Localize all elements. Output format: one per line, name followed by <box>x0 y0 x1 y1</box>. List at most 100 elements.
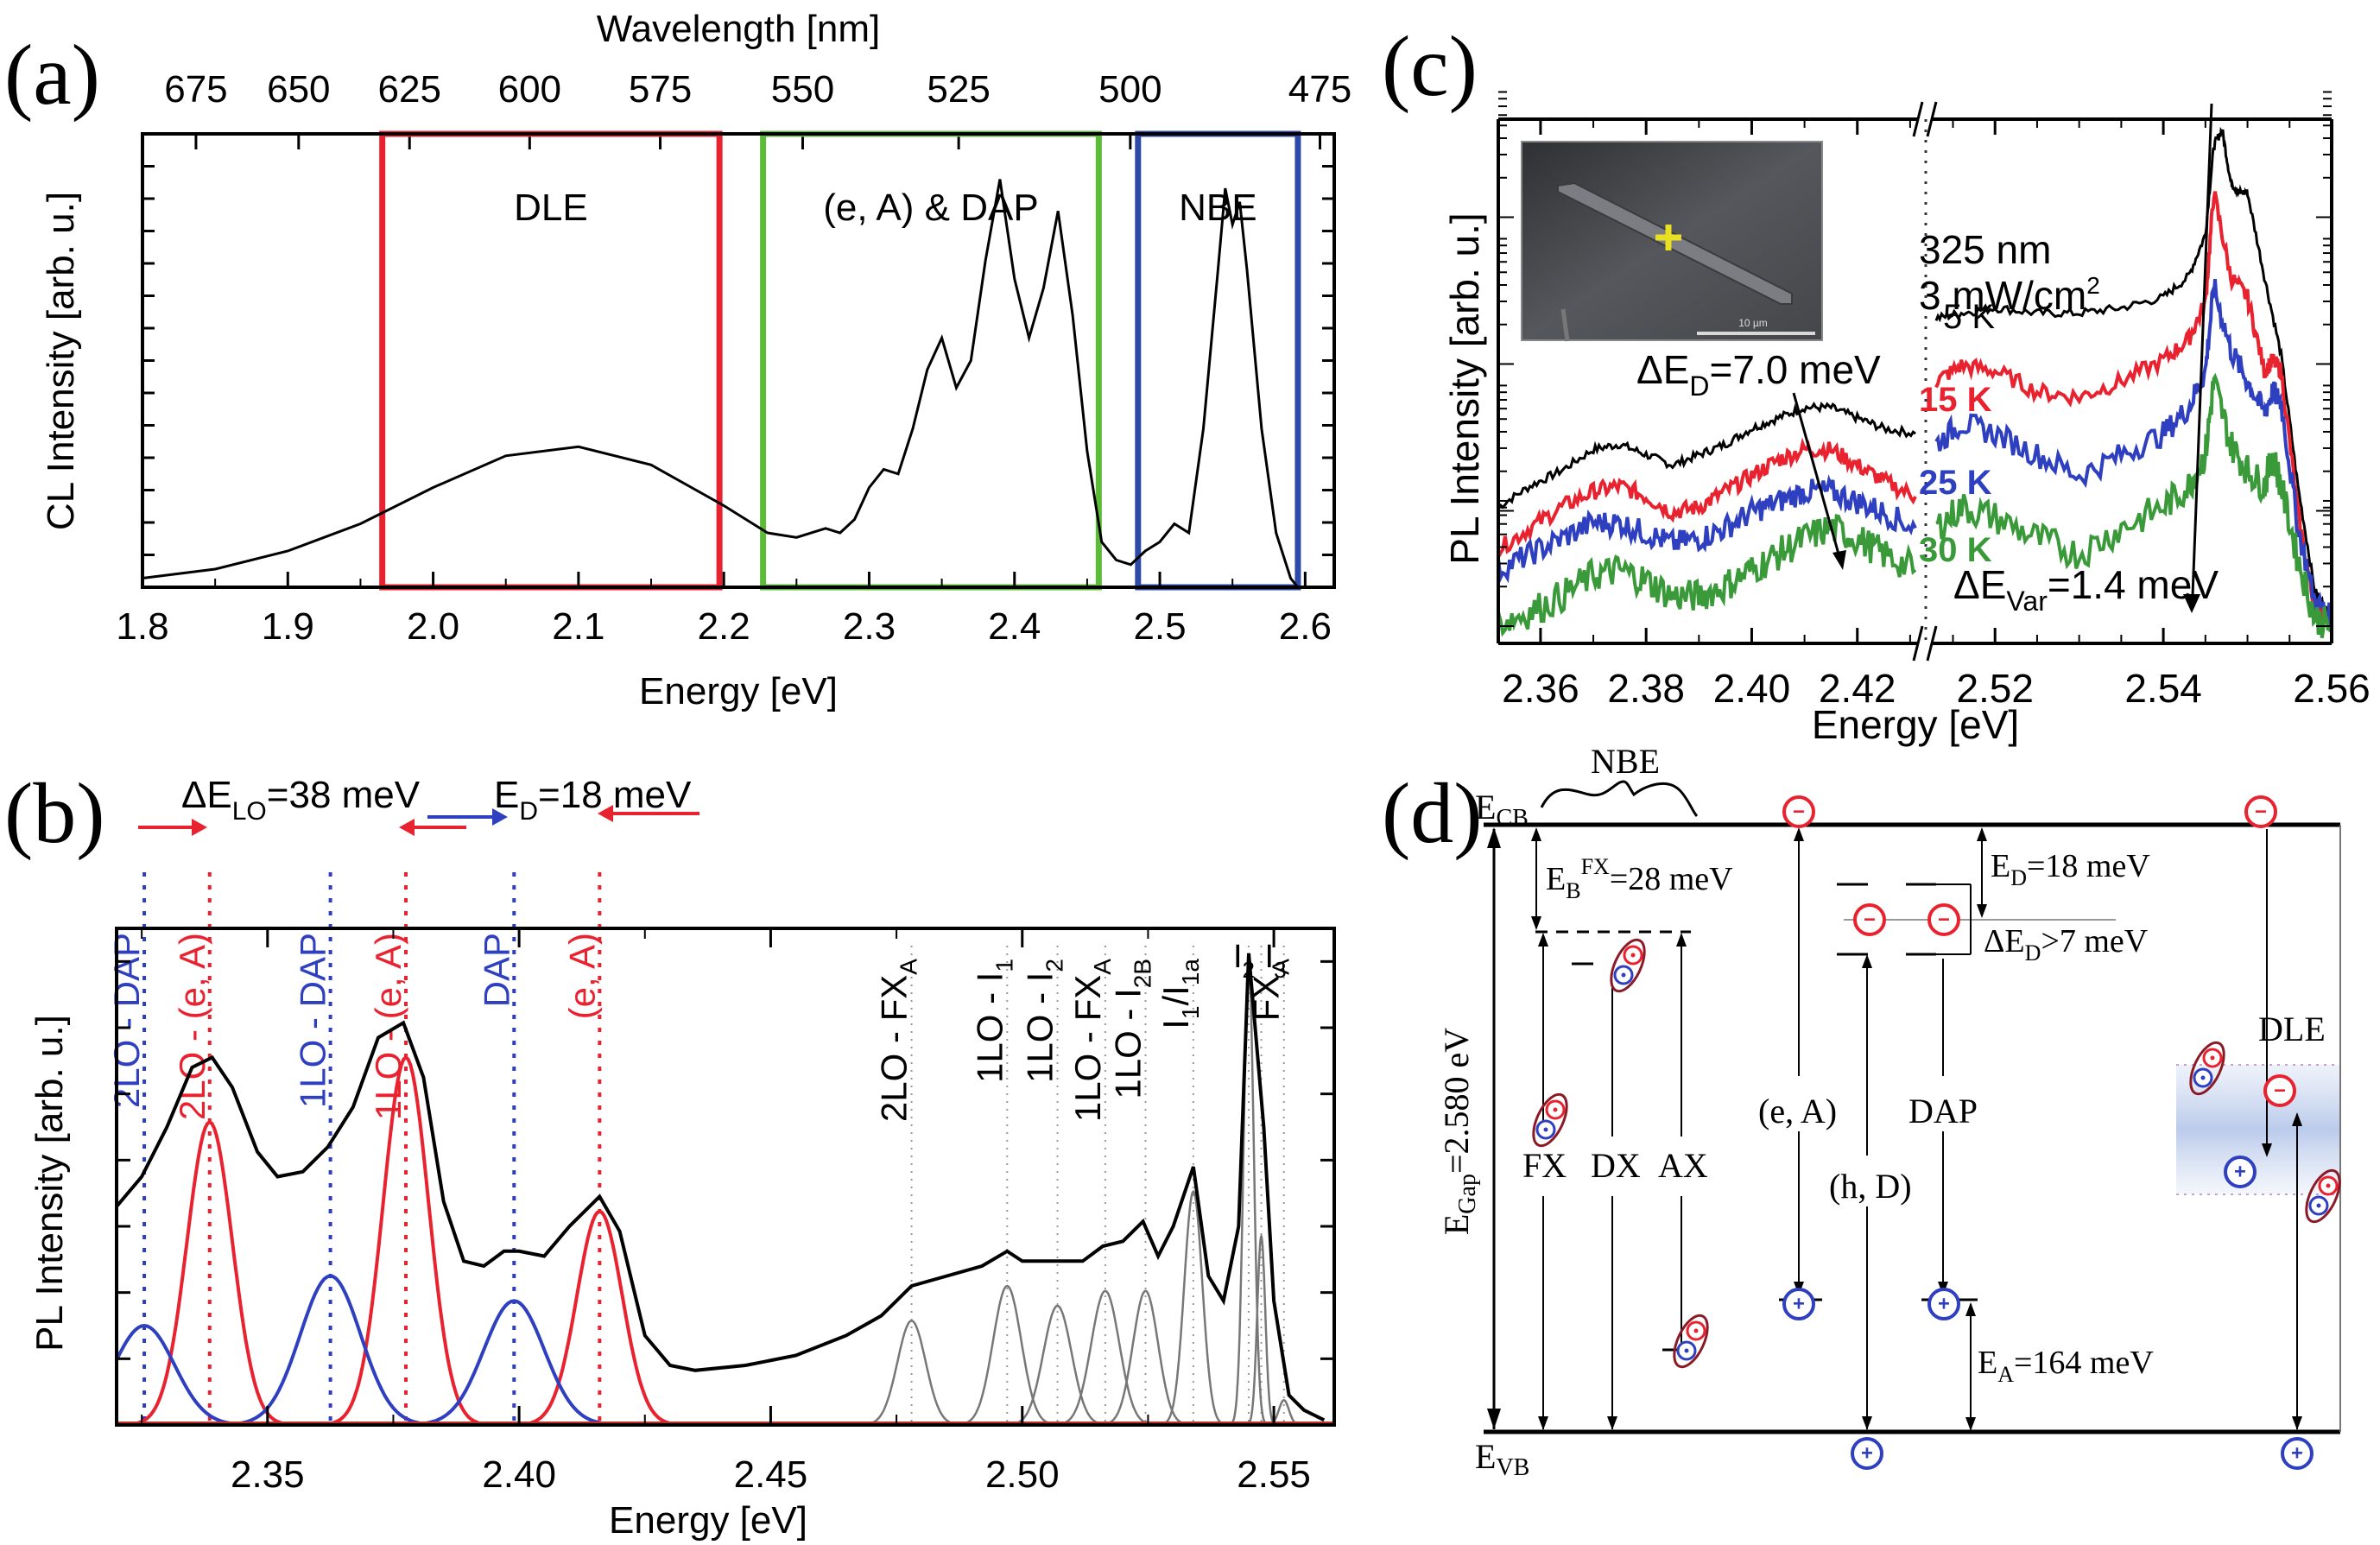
delta-evar-annotation: ΔEVar=1.4 meV <box>1953 562 2219 617</box>
ecb-label: ECB <box>1475 788 1529 832</box>
y-axis-label: PL Intensity [arb. u.] <box>1442 212 1487 564</box>
svg-text:−: − <box>1864 909 1876 932</box>
x-tick-label: 2.5 <box>1133 605 1186 648</box>
panel-label-b: (b) <box>4 765 105 861</box>
gaussian-fit-peak <box>393 1299 636 1427</box>
sem-inset-image: 10 µm <box>1521 141 1823 342</box>
peak-label: 1LO - (e, A) <box>368 933 408 1120</box>
dle-label: DLE <box>2258 1010 2326 1048</box>
exciton-icon <box>1610 938 1646 993</box>
svg-text:+: + <box>1938 1293 1950 1316</box>
series-25k-right <box>1934 279 2333 629</box>
ed-label: ED=18 meV <box>1991 848 2150 890</box>
pl-spectrum-line <box>115 953 1326 1422</box>
x-tick-label: 2.0 <box>407 605 459 648</box>
x-axis-label: Energy [eV] <box>1812 702 2019 747</box>
x-axis-label: Energy [eV] <box>609 1499 807 1542</box>
x-tick-label: 2.3 <box>843 605 896 648</box>
axis-break-mark <box>1912 101 1924 137</box>
dle-transition-2 <box>2292 1112 2302 1430</box>
axis-break-mark <box>1926 101 1938 137</box>
x-tick-label: 2.42 <box>1819 666 1896 711</box>
donor-levels <box>1837 883 2116 956</box>
gaussian-fit-peak <box>855 1319 968 1427</box>
axis-break-mark <box>1926 625 1938 662</box>
arrow-delta-evar <box>2183 103 2213 613</box>
ea-transition <box>1779 827 1822 1301</box>
fx-transition <box>1538 933 1548 1430</box>
exciton-icon <box>2305 1168 2341 1224</box>
series-30k-right <box>1935 372 2333 638</box>
peak-label: 1LO - I2 <box>1020 959 1068 1083</box>
series-25k-left <box>1497 474 1917 585</box>
hd-label: (h, D) <box>1829 1167 1912 1206</box>
x-tick-label: 2.40 <box>1713 666 1791 711</box>
exciton-icon <box>2189 1041 2225 1096</box>
svg-text:−: − <box>2255 801 2267 824</box>
exciton-icon <box>1532 1092 1568 1148</box>
peak-label: I1/I1a <box>1155 959 1204 1029</box>
ed-arrow <box>1977 827 1987 918</box>
gaussian-fit-peak <box>951 1284 1064 1427</box>
x-tick-label: 1.9 <box>262 605 314 648</box>
dx-label: DX <box>1591 1146 1641 1185</box>
series-5k-right <box>1934 126 2333 624</box>
top-tick-label: 500 <box>1098 68 1162 111</box>
x-tick-label: 2.4 <box>988 605 1041 648</box>
hd-transition <box>1862 954 1872 1430</box>
x-tick-label: 2.55 <box>1237 1453 1311 1496</box>
top-tick-label: 550 <box>771 68 834 111</box>
peak-label: 1LO - I1 <box>969 959 1017 1083</box>
x-tick-label: 2.38 <box>1607 666 1685 711</box>
arrow-blue-right-dap <box>427 808 508 826</box>
excitation-spot-cross-icon <box>1655 225 1681 250</box>
svg-text:−: − <box>1938 909 1950 932</box>
svg-text:+: + <box>2234 1161 2246 1184</box>
svg-text:+: + <box>1793 1293 1805 1316</box>
panel-label-d: (d) <box>1382 765 1483 861</box>
delta-ed-annotation: ΔED=7.0 meV <box>1636 347 1881 402</box>
x-tick-label: 2.36 <box>1502 666 1579 711</box>
excitation-wavelength: 325 nm <box>1919 227 2051 272</box>
gaussian-fit-peak <box>118 1119 301 1427</box>
egap-label: EGap=2.580 eV <box>1437 1028 1481 1235</box>
series-label-5k: 5 K <box>1943 298 1995 336</box>
eb-fx-arrow <box>1531 827 1541 930</box>
delta-ed-bracket <box>1936 883 1972 955</box>
peak-label: 2LO - (e, A) <box>172 933 212 1120</box>
x-tick-label: 2.35 <box>231 1453 305 1496</box>
axis-break-mark <box>1912 625 1924 662</box>
panel-a-cl-spectrum: Wavelength [nm] 675 650 625 600 575 550 525 500… <box>40 8 1351 712</box>
panel-label-c: (c) <box>1382 18 1478 114</box>
nbe-brace <box>1540 780 1699 818</box>
top-axis-label: Wavelength [nm] <box>597 8 881 50</box>
arrow-delta-ed <box>1792 392 1846 570</box>
gaussian-fit-peak <box>1095 1289 1196 1427</box>
dap-label: DAP <box>1908 1092 1978 1130</box>
x-tick-label: 2.50 <box>985 1453 1060 1496</box>
panel-b-pl-spectrum: ΔELO=38 meV ED=18 meV 2LO - DAP 2LO - (e,… <box>28 774 1336 1542</box>
excitation-power: 3 mW/cm2 <box>1919 272 2100 318</box>
gaussian-fit-peak <box>315 1054 497 1427</box>
hole-icon: + <box>1851 1437 1883 1470</box>
top-tick-label: 625 <box>378 68 441 111</box>
peak-label: DAP <box>476 933 516 1007</box>
nbe-label: NBE <box>1591 742 1660 781</box>
series-15k-right <box>1934 191 2333 627</box>
top-tick-label: 525 <box>927 68 990 111</box>
gaussian-fit-peak <box>1244 1233 1278 1427</box>
evb-label: EVB <box>1475 1437 1529 1481</box>
cl-spectrum-line <box>142 179 1300 588</box>
peak-label: 1LO - I2B <box>1108 959 1156 1099</box>
svg-text:−: − <box>1793 801 1805 824</box>
series-label-30k: 30 K <box>1919 531 1992 569</box>
electron-icon: − <box>2244 795 2277 828</box>
series-label-15k: 15 K <box>1919 381 1992 419</box>
top-tick-label: 575 <box>629 68 692 111</box>
ax-transition <box>1662 933 1693 1352</box>
dx-transition <box>1572 962 1617 1430</box>
ax-label: AX <box>1658 1146 1708 1185</box>
x-axis-label: Energy [eV] <box>639 670 838 712</box>
peak-label: (e, A) <box>561 933 602 1019</box>
